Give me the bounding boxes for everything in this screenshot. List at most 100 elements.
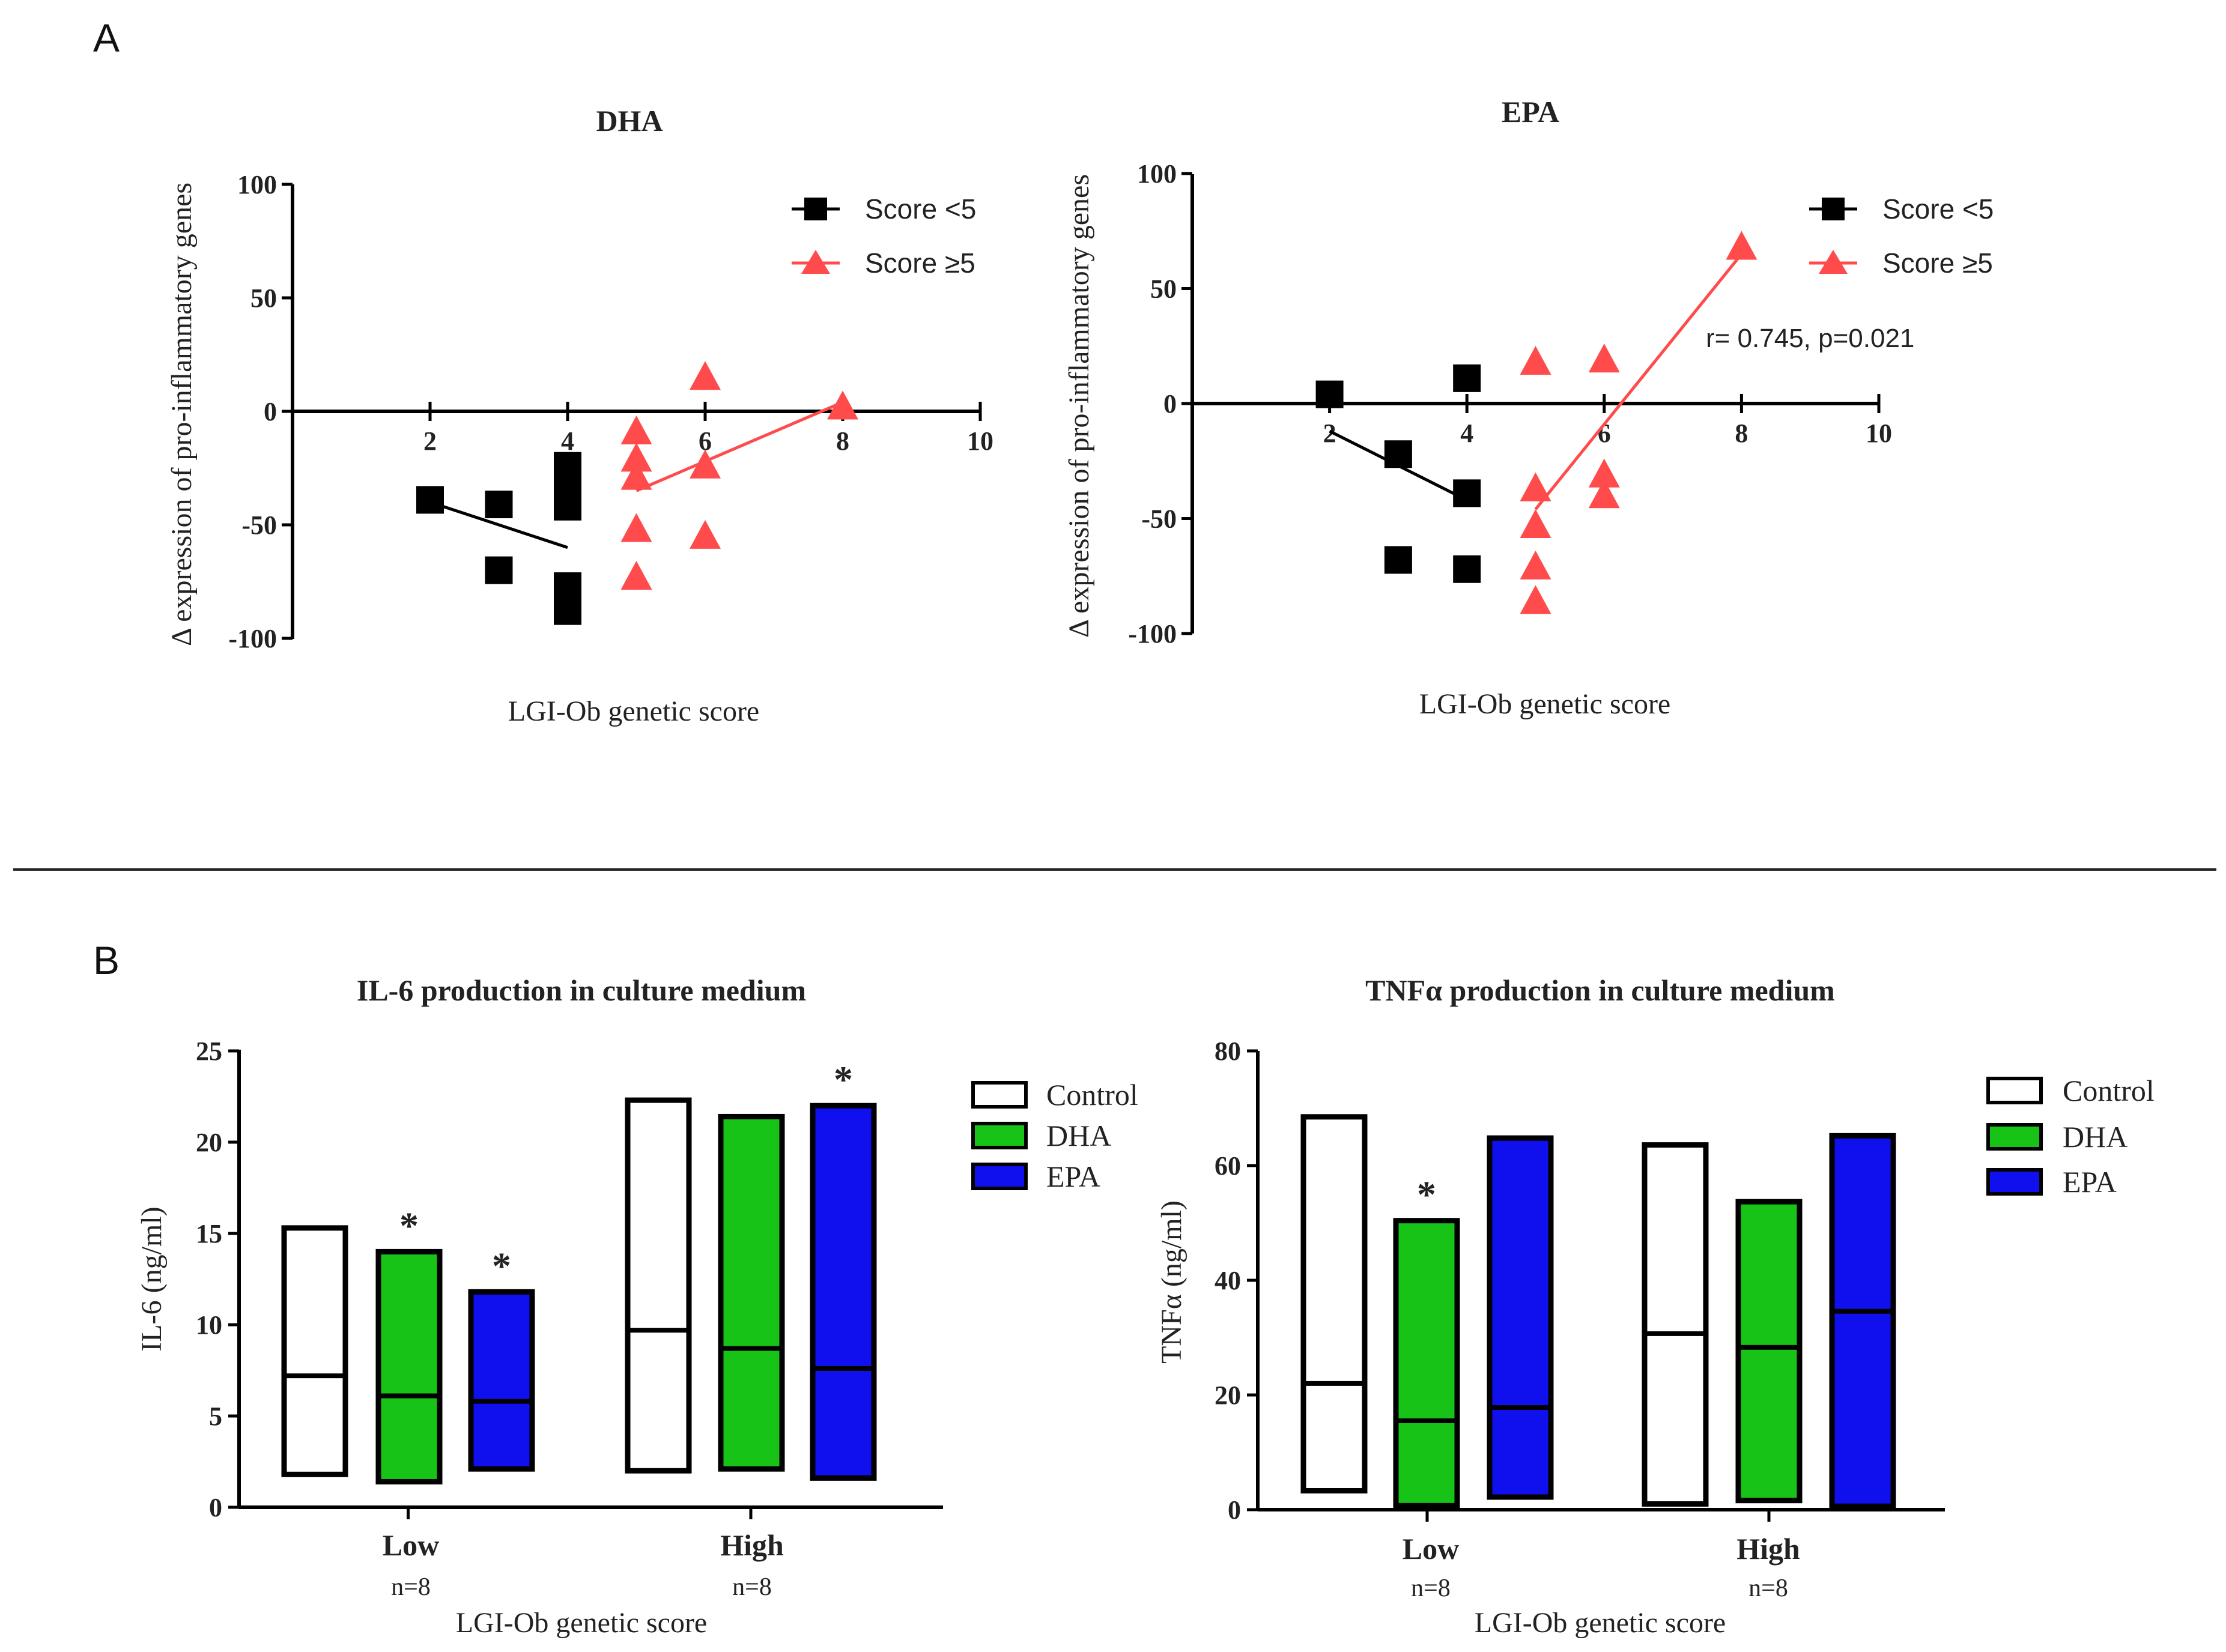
dha-point-score-high [620,461,652,490]
tnfa-ytick-label: 80 [1215,1036,1241,1066]
epa-point-score-high [1588,458,1620,488]
epa-point-score-high [1520,509,1551,538]
dha-legend-marker-score-low [804,198,827,220]
il6-chart-title: IL-6 production in culture medium [357,973,806,1007]
dha-ytick-label: -100 [228,624,277,653]
dha-point-score-high [690,449,721,479]
tnfa-ytick-label: 40 [1215,1266,1241,1295]
epa-correlation-annotation: r= 0.745, p=0.021 [1706,324,1914,353]
il6-y-axis-title: IL-6 (ng/ml) [136,1206,168,1351]
tnfa-bar-low-dha [1393,1218,1460,1508]
il6-ytick-label: 20 [196,1128,222,1157]
dha-legend-marker-score-high [801,250,830,274]
dha-xtick-label: 6 [699,426,712,456]
epa-point-score-low [1384,546,1412,574]
tnfa-category-high: High [1736,1532,1800,1566]
epa-point-score-high [1520,585,1551,614]
dha-legend-label-score-low: Score <5 [865,193,976,225]
il6-bar-low-control [281,1225,348,1477]
epa-point-score-low [1315,380,1344,408]
dha-point-score-high [620,513,652,542]
epa-legend-marker-score-high [1819,250,1848,274]
epa-ytick-label: -100 [1128,619,1177,649]
panel-label-a: A [93,16,120,60]
tnfa-legend-label-control: Control [2063,1074,2155,1107]
epa-legend-marker-score-low [1822,198,1845,220]
dha-point-score-low [554,452,581,480]
epa-point-score-high [1520,472,1551,501]
tnfa-ytick-label: 20 [1215,1381,1241,1410]
il6-ytick-label: 15 [196,1219,222,1248]
dha-chart: DHA 100 50 0 -50 -100 2 4 6 8 10 Δ expression of… [166,104,993,727]
dha-legend-label-score-high: Score ≥5 [865,247,975,279]
epa-xtick-label: 8 [1735,419,1748,448]
dha-xtick-label: 8 [836,426,849,456]
il6-bar-high-epa-significance-star: * [834,1058,853,1101]
dha-fit-line-score-low [429,500,568,549]
il6-category-high: High [720,1528,784,1562]
epa-ytick-label: 0 [1163,389,1177,419]
tnfa-legend-label-epa: EPA [2063,1165,2117,1199]
epa-chart-title: EPA [1502,95,1559,129]
epa-y-axis-title: Δ expression of pro-inflammatory genes [1063,174,1095,638]
il6-ytick-label: 0 [209,1493,222,1522]
epa-x-axis-title: LGI-Ob genetic score [1419,688,1670,720]
il6-bar-high-control [625,1097,692,1474]
dha-xtick-label: 10 [967,426,993,456]
epa-legend-label-score-low: Score <5 [1882,193,1994,225]
epa-xtick-label: 4 [1460,419,1473,448]
epa-point-score-low [1453,555,1481,583]
dha-point-score-low [485,490,513,518]
il6-legend-swatch-dha [971,1122,1028,1149]
dha-point-score-high [690,361,721,390]
dha-chart-title: DHA [596,104,663,138]
tnfa-bar-low-control [1300,1114,1368,1493]
dha-point-score-low [485,556,513,584]
epa-xtick-label: 10 [1866,419,1892,448]
epa-ytick-label: 100 [1137,159,1177,189]
dha-ytick-label: 50 [250,283,277,313]
epa-point-score-high [1520,346,1551,375]
tnfa-legend: Control DHA EPA [1986,1074,2155,1199]
dha-point-score-high [827,390,858,420]
dha-fit-line-score-high [635,401,843,492]
il6-n-high: n=8 [732,1573,772,1601]
epa-ytick-label: -50 [1141,504,1177,534]
tnfa-ytick-label: 60 [1215,1151,1241,1181]
tnfa-bar-high-epa [1829,1133,1896,1509]
dha-point-score-high [620,443,652,472]
epa-xtick-label: 6 [1598,419,1611,448]
tnfa-n-high: n=8 [1748,1575,1788,1602]
il6-bar-low-epa [468,1289,535,1472]
dha-xtick-label: 4 [561,426,574,456]
epa-fit-line-score-high [1534,253,1743,510]
epa-point-score-low [1384,440,1412,468]
epa-point-score-low [1453,479,1481,507]
dha-x-axis-title: LGI-Ob genetic score [508,695,759,727]
il6-legend: Control DHA EPA [971,1078,1138,1193]
epa-point-score-high [1520,550,1551,579]
tnfa-legend-swatch-dha [1986,1123,2043,1151]
il6-legend-label-epa: EPA [1046,1160,1100,1193]
tnfa-chart: TNFα production in culture medium 0 20 40 6… [1156,973,2155,1639]
tnfa-ytick-label: 0 [1228,1495,1241,1525]
epa-point-score-high [1588,343,1620,373]
il6-bar-high-epa [810,1103,877,1481]
dha-point-score-low [554,572,581,601]
il6-ytick-label: 25 [196,1036,222,1066]
dha-point-score-low [416,486,444,514]
tnfa-n-low: n=8 [1411,1575,1451,1602]
tnfa-category-low: Low [1403,1532,1459,1566]
tnfa-bar-high-control [1642,1142,1709,1507]
epa-point-score-high [1726,231,1757,260]
epa-point-score-high [1588,479,1620,509]
il6-category-low: Low [383,1528,439,1562]
il6-ytick-label: 5 [209,1402,222,1431]
dha-ytick-label: 0 [264,397,277,426]
dha-point-score-high [620,416,652,445]
dha-y-axis-title: Δ expression of pro-inflammatory genes [166,183,198,646]
dha-point-score-high [690,519,721,549]
il6-bar-low-dha-significance-star: * [399,1204,419,1247]
dha-point-score-low [554,597,581,625]
